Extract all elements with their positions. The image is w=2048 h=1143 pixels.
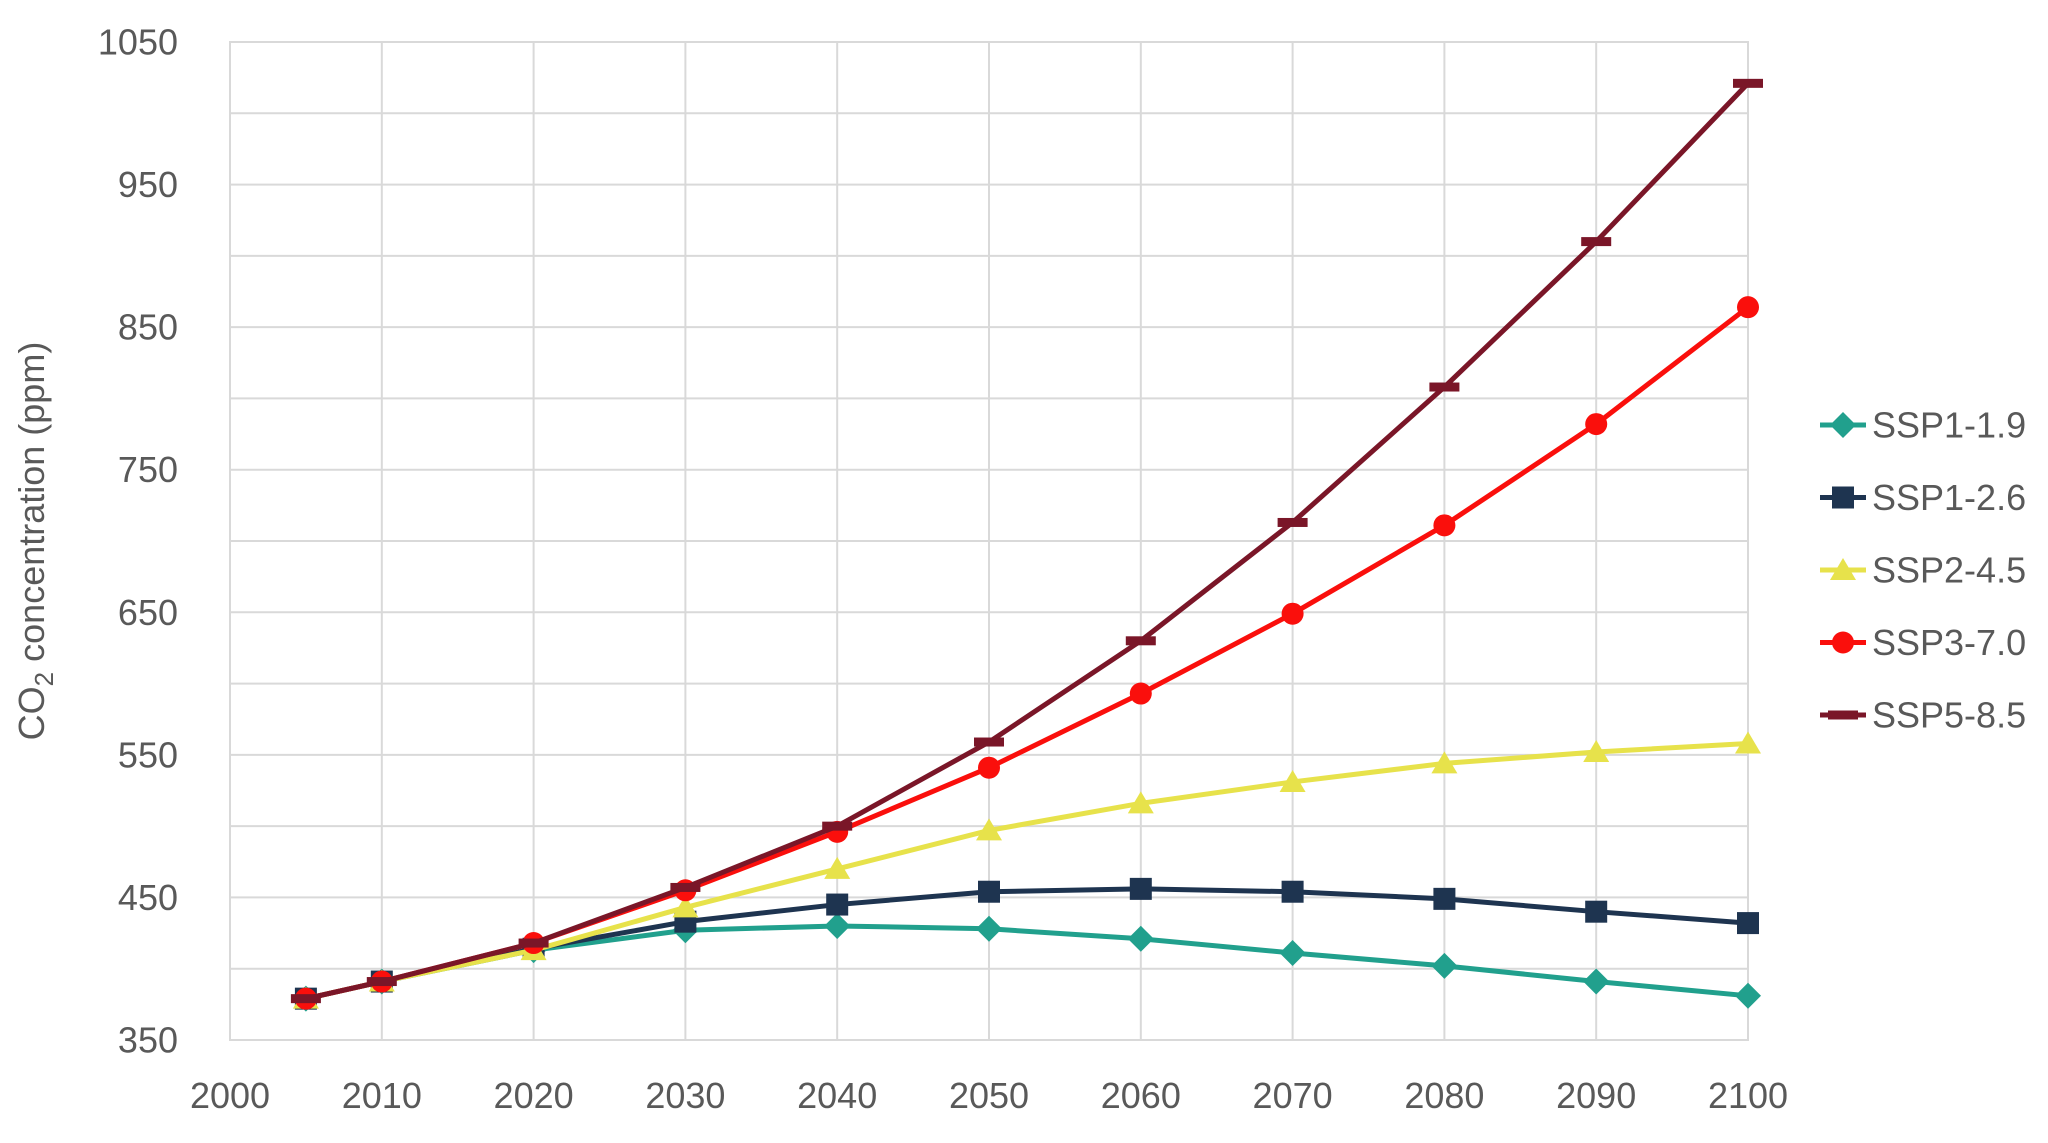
dash-marker [518, 938, 549, 948]
triangle-marker [1127, 791, 1154, 814]
dash-marker [366, 977, 397, 987]
y-axis-title-subscript: 2 [29, 672, 59, 686]
legend-item: SSP3-7.0 [1820, 622, 2026, 663]
legend-item: SSP5-8.5 [1820, 695, 2026, 736]
y-tick-label: 750 [118, 449, 178, 490]
x-tick-label: 2070 [1253, 1075, 1333, 1116]
circle-marker [1737, 296, 1759, 319]
square-marker [826, 893, 849, 916]
triangle-marker [1583, 740, 1610, 763]
legend-label: SSP5-8.5 [1872, 695, 2026, 736]
y-tick-label: 1050 [98, 22, 178, 63]
y-tick-label: 650 [118, 592, 178, 633]
square-marker [1585, 900, 1608, 923]
legend-label: SSP1-2.6 [1872, 477, 2026, 518]
square-marker [1737, 912, 1759, 935]
x-tick-label: 2100 [1708, 1075, 1788, 1116]
y-axis-title-prefix: CO [11, 686, 52, 740]
triangle-marker [976, 818, 1002, 841]
square-marker [978, 880, 1000, 903]
triangle-marker [672, 895, 699, 918]
y-axis-title: CO2 concentration (ppm) [11, 342, 59, 741]
x-tick-label: 2030 [645, 1075, 725, 1116]
dash-marker [670, 882, 701, 892]
series-line [303, 923, 1751, 1002]
y-tick-label: 450 [118, 877, 178, 918]
y-tick-label: 350 [118, 1020, 178, 1061]
square-marker [1281, 880, 1304, 903]
legend-diamond-icon [1830, 412, 1856, 438]
x-tick-label: 2040 [797, 1075, 877, 1116]
circle-marker [1281, 602, 1304, 625]
dash-marker [1125, 636, 1156, 646]
dash-marker [1277, 517, 1308, 527]
legend-item: SSP2-4.5 [1820, 550, 2026, 591]
y-tick-label: 550 [118, 734, 178, 775]
y-tick-label: 950 [118, 164, 178, 205]
dash-marker [974, 737, 1004, 747]
series-ssp5-8.5 [290, 78, 1763, 1004]
legend-dash-icon [1828, 710, 1858, 720]
dash-marker [1581, 237, 1612, 247]
y-tick-label: 850 [118, 307, 178, 348]
diamond-marker [1127, 925, 1154, 952]
series-line [303, 740, 1751, 1002]
dash-marker [1733, 78, 1763, 88]
diamond-marker [1279, 940, 1306, 967]
square-marker [1129, 877, 1152, 900]
plot-border [229, 41, 1749, 1041]
legend-label: SSP1-1.9 [1872, 405, 2026, 446]
legend-item: SSP1-1.9 [1820, 405, 2026, 446]
circle-marker [978, 756, 1000, 779]
triangle-marker [1431, 751, 1458, 774]
x-tick-label: 2090 [1556, 1075, 1636, 1116]
dash-marker [290, 994, 321, 1004]
diamond-marker [1735, 982, 1761, 1009]
x-tick-label: 2000 [190, 1075, 270, 1116]
legend-label: SSP3-7.0 [1872, 622, 2026, 663]
series-line [303, 304, 1751, 1002]
series-ssp3-7.0 [294, 296, 1759, 1010]
diamond-marker [824, 912, 851, 939]
legend-triangle-icon [1830, 558, 1856, 580]
triangle-marker [1279, 769, 1306, 792]
diamond-marker [976, 915, 1002, 942]
series-ssp1-1.9 [292, 912, 1761, 1012]
diamond-marker [1431, 952, 1458, 979]
circle-marker [1585, 413, 1608, 436]
series-ssp2-4.5 [292, 731, 1761, 1009]
legend-square-icon [1832, 486, 1854, 509]
legend-label: SSP2-4.5 [1872, 550, 2026, 591]
legend-circle-icon [1832, 631, 1854, 654]
x-tick-label: 2060 [1101, 1075, 1181, 1116]
legend-item: SSP1-2.6 [1820, 477, 2026, 518]
y-axis-title-suffix: concentration (ppm) [11, 342, 52, 672]
diamond-marker [1583, 968, 1610, 995]
x-tick-label: 2080 [1404, 1075, 1484, 1116]
square-marker [1433, 887, 1456, 910]
circle-marker [1433, 514, 1456, 537]
circle-marker [1129, 682, 1152, 705]
dash-marker [1429, 382, 1460, 392]
dash-marker [822, 821, 853, 831]
triangle-marker [824, 856, 851, 879]
x-tick-label: 2050 [949, 1075, 1029, 1116]
x-tick-label: 2010 [342, 1075, 422, 1116]
triangle-marker [1735, 731, 1761, 754]
x-tick-label: 2020 [494, 1075, 574, 1116]
